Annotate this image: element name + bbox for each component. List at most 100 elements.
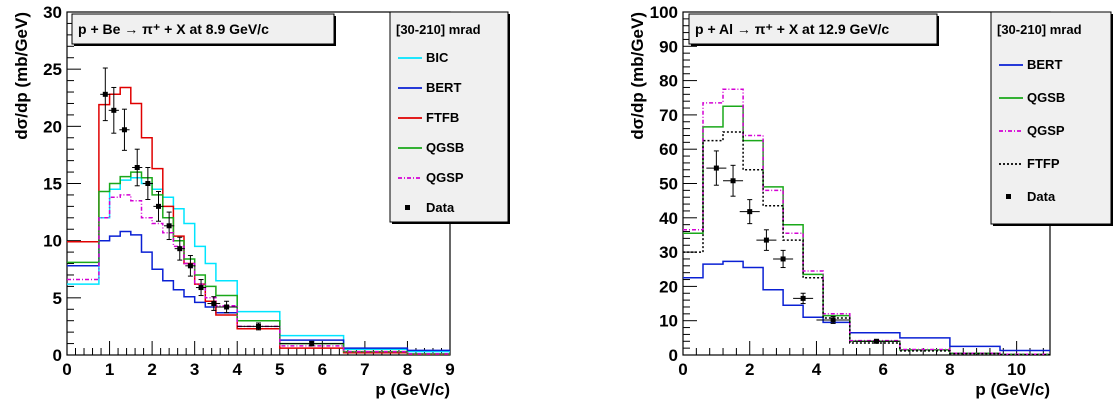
plot-1-legend-entry-qgsb: QGSB: [398, 140, 464, 155]
plot-1-xtick-label: 6: [318, 360, 327, 379]
plot-2-data-point: [723, 164, 744, 197]
plot-1-data-point: [164, 211, 175, 241]
plot-2-legend-label: FTFP: [1027, 156, 1060, 171]
plot-2-ytick-label: 80: [659, 72, 678, 91]
plot-2-legend-entry-qgsb: QGSB: [999, 90, 1065, 105]
plot-2-data-point: [706, 150, 727, 186]
plot-2-legend-title: [30-210] mrad: [997, 22, 1082, 37]
plot-1-title-box: [71, 13, 335, 45]
plot-1-xtick-label: 0: [62, 360, 71, 379]
plot-2-data-marker: [763, 237, 769, 243]
plot-2-xtick-label: 8: [945, 360, 954, 379]
plot-1-legend-box: [389, 11, 509, 223]
plot-2-ytick-label: 70: [659, 106, 678, 125]
plot-2-data-point: [816, 316, 850, 324]
plot-2-data-marker: [830, 317, 836, 323]
plot-2-series-ftfp: [683, 131, 1050, 355]
plot-1-ytick-label: 5: [53, 289, 62, 308]
plot-1-data-point: [108, 86, 119, 134]
plot-2-legend-box: [990, 11, 1112, 225]
plot-1-data-point: [142, 166, 153, 201]
plot-1-xtick-label: 7: [360, 360, 369, 379]
plot-1-title: p + Be → π⁺ + X at 8.9 GeV/c: [78, 21, 269, 37]
plot-2-ytick-label: 10: [659, 312, 678, 331]
plot-1-xtick-label: 4: [232, 360, 242, 379]
plot-2-legend-label: QGSB: [1027, 90, 1065, 105]
plot-1-data-point: [174, 236, 185, 261]
plot-2-legend-label: Data: [1027, 189, 1056, 204]
plot-1-ytick-label: 0: [53, 346, 62, 365]
plot-1-series-bert: [67, 230, 450, 352]
plot-1-xlabel: p (GeV/c): [375, 380, 450, 399]
plot-2-xlabel: p (GeV/c): [975, 380, 1050, 399]
plot-1-data-marker: [121, 127, 127, 133]
plot-1-series-qgsp: [67, 194, 450, 355]
plot-1: 0 5 10 15 20 25 30 0 1 2 3 4 5 6 7 8 9p (GeV/c) dσ/dp (mb…: [12, 3, 510, 399]
plot-1-ytick-label: 25: [43, 60, 62, 79]
plot-1-xtick-label: 5: [275, 360, 284, 379]
plot-2-xtick-label: 6: [878, 360, 887, 379]
plot-2-data-point: [739, 199, 760, 225]
plot-2-ytick-label: 100: [650, 3, 678, 22]
plot-2-title: p + Al → π⁺ + X at 12.9 GeV/c: [695, 21, 889, 37]
plot-1-ytick-label: 30: [43, 3, 62, 22]
plot-1-data-marker: [145, 181, 151, 186]
plot-1-legend-label: FTFB: [426, 110, 459, 125]
plot-2-data-marker: [730, 178, 736, 184]
plot-2-xtick-label: 0: [678, 360, 687, 379]
plot-2-data-marker: [747, 209, 753, 215]
plot-1-ytick-label: 15: [43, 175, 62, 194]
plot-1-legend-entry-bert: BERT: [398, 80, 461, 95]
plot-2-legend-label: QGSP: [1027, 123, 1065, 138]
plot-1-ylabel: dσ/dp (mb/GeV): [12, 12, 31, 140]
plot-1-data-marker: [187, 263, 193, 269]
plot-1-legend-entry-data: Data: [405, 200, 455, 215]
plot-1-data-marker: [111, 107, 117, 113]
plot-1-data-point: [195, 279, 207, 297]
plot-1-data-point: [237, 322, 280, 331]
plot-1-legend-entry-bic: BIC: [398, 50, 449, 65]
plot-2-data-marker: [780, 256, 786, 262]
plot-2-legend-entry-ftfp: FTFP: [999, 156, 1060, 171]
plot-1-legend-label: BIC: [426, 50, 449, 65]
plot-1-data-point: [132, 148, 143, 187]
plot-1-data-point: [153, 191, 164, 222]
plot-2-ytick-label: 0: [669, 346, 678, 365]
plot-2-title-box: [688, 13, 938, 45]
plot-1-data-marker: [211, 301, 217, 307]
plot-2-legend-entry-data: Data: [1006, 189, 1056, 204]
plot-2-xtick-label: 2: [745, 360, 754, 379]
plot-1-ytick-label: 20: [43, 117, 62, 136]
plot-2-ytick-label: 60: [659, 140, 678, 159]
plot-1-data-marker: [224, 304, 230, 310]
plot-2-data-point: [853, 338, 900, 344]
plot-2-data-marker: [874, 338, 880, 344]
plot-1-legend-title: [30-210] mrad: [396, 22, 481, 37]
plot-2-legend-entry-qgsp: QGSP: [999, 123, 1065, 138]
plot-2-ylabel: dσ/dp (mb/GeV): [628, 12, 647, 140]
plot-1-data-marker: [155, 203, 161, 209]
plot-1-legend-entry-ftfb: FTFB: [398, 110, 459, 125]
plot-2-data-point: [756, 229, 777, 251]
plot-1-legend-swatch: [405, 205, 410, 210]
plot-1-xtick-label: 2: [147, 360, 156, 379]
plot-2-legend-label: BERT: [1027, 57, 1062, 72]
plot-1-data-point: [279, 340, 344, 347]
plot-1-legend-label: QGSB: [426, 140, 464, 155]
plot-1-xtick-label: 8: [403, 360, 412, 379]
plot-2-ytick-label: 30: [659, 243, 678, 262]
plot-1-legend-entry-qgsp: QGSP: [398, 170, 464, 185]
plot-1-data-point: [215, 300, 238, 314]
plot-1-data-marker: [134, 164, 140, 170]
plot-2-legend-entry-bert: BERT: [999, 57, 1062, 72]
plot-2-data-marker: [800, 295, 806, 301]
plot-1-ytick-label: 10: [43, 232, 62, 251]
plot-1-data-marker: [198, 285, 204, 291]
plot-1-data-marker: [256, 323, 261, 329]
plot-1-legend-label: BERT: [426, 80, 461, 95]
plot-2-legend-swatch: [1006, 194, 1011, 199]
plot-1-data-point: [207, 296, 221, 311]
